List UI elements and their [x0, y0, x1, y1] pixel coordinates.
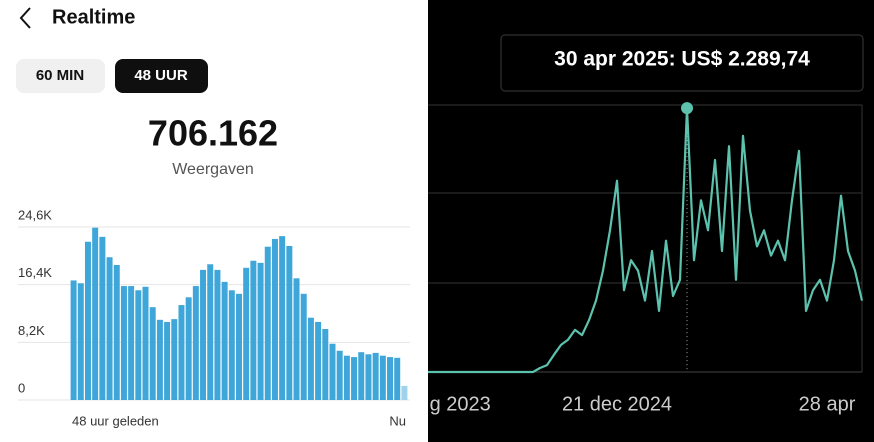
tab-label[interactable]: 48 UUR	[134, 67, 188, 84]
bar	[379, 355, 386, 400]
bar	[264, 246, 271, 400]
bar	[401, 385, 408, 400]
bar	[343, 355, 350, 400]
bar	[358, 352, 365, 400]
bar	[329, 343, 336, 400]
bar	[322, 328, 329, 400]
back-button[interactable]	[19, 7, 31, 29]
bar	[228, 290, 235, 400]
bar	[156, 319, 163, 400]
x-tick-label: g 2023	[430, 393, 491, 415]
page-title: Realtime	[52, 6, 135, 28]
tooltip	[500, 34, 864, 92]
bar	[300, 293, 307, 400]
price-line	[428, 107, 864, 374]
bar	[271, 238, 278, 400]
bar	[171, 319, 178, 400]
bar	[315, 321, 322, 400]
bar	[336, 350, 343, 400]
bar	[164, 321, 171, 400]
bar	[250, 260, 257, 400]
y-tick-label: 16,4K	[18, 265, 52, 280]
tab[interactable]	[16, 59, 105, 93]
x-tick-label: 21 dec 2024	[562, 393, 672, 415]
bar	[192, 286, 199, 400]
bar	[243, 267, 250, 400]
bar	[178, 305, 185, 400]
total-label: Weergaven	[172, 161, 254, 178]
y-tick-label: 0	[18, 380, 25, 395]
bar	[236, 293, 242, 400]
bar	[221, 281, 228, 400]
bar	[286, 245, 293, 400]
bar	[70, 280, 77, 400]
y-tick-label: 24,6K	[18, 207, 52, 222]
x-tick-label: 48 uur geleden	[72, 413, 159, 428]
bar	[106, 257, 113, 400]
y-tick-label: 8,2K	[18, 323, 45, 338]
bar	[307, 317, 314, 400]
bar	[113, 264, 120, 400]
bar	[200, 269, 207, 400]
bar	[99, 236, 106, 400]
bar	[207, 264, 214, 400]
bar	[387, 357, 394, 400]
x-tick-label: 28 apr	[799, 393, 856, 415]
bar	[128, 286, 135, 400]
tab-label[interactable]: 60 MIN	[36, 67, 84, 84]
tooltip-point	[681, 102, 693, 115]
tooltip-text: 30 apr 2025: US$ 2.289,74	[554, 48, 810, 71]
bar	[149, 307, 156, 400]
bar	[214, 269, 221, 400]
bar	[394, 357, 401, 400]
total-value: 706.162	[148, 113, 278, 154]
bar	[135, 290, 142, 400]
tab-active[interactable]	[115, 59, 208, 93]
bar	[372, 352, 379, 400]
bar	[351, 357, 358, 400]
bar	[279, 236, 286, 400]
bar	[365, 354, 372, 400]
bar	[257, 262, 264, 400]
bar	[142, 286, 149, 400]
bar	[293, 278, 300, 400]
right-grid	[428, 104, 862, 284]
bar	[185, 297, 192, 400]
x-tick-label: Nu	[389, 413, 406, 428]
bar	[120, 286, 127, 400]
bar	[84, 241, 91, 400]
bar	[77, 283, 84, 400]
bar	[92, 227, 99, 400]
